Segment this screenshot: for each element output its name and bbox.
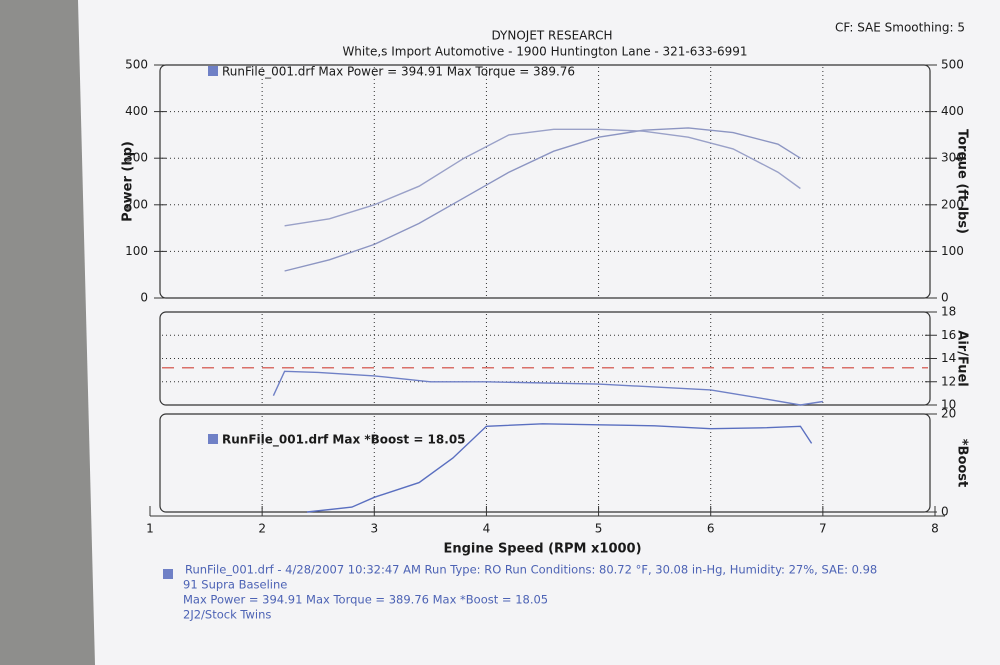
legend-annotation: RunFile_001.drf Max *Boost = 18.05 [222, 433, 466, 448]
y-tick-label: 20 [941, 407, 956, 421]
plot-frame [159, 413, 931, 513]
x-tick-label: 8 [931, 522, 939, 536]
y-axis-label: Power (hp) [121, 141, 136, 222]
footer-line: RunFile_001.drf - 4/28/2007 10:32:47 AM … [185, 563, 877, 577]
x-tick-label: 6 [707, 522, 715, 536]
y-tick-label: 400 [941, 104, 964, 118]
y-tick-label: 12 [941, 374, 956, 388]
y-tick-label: 300 [941, 151, 964, 165]
x-tick-label: 2 [258, 522, 266, 536]
legend-annotation: RunFile_001.drf Max Power = 394.91 Max T… [222, 65, 575, 79]
y-tick-label: 400 [125, 104, 148, 118]
y-tick-label: 0 [140, 291, 148, 305]
y-tick-label: 0 [941, 291, 949, 305]
y-tick-label: 500 [125, 58, 148, 72]
y2-axis-label: Torque (ft-lbs) [955, 129, 970, 234]
y2-axis-label: Air/Fuel [955, 330, 970, 386]
y-tick-label: 500 [941, 58, 964, 72]
header-settings: CF: SAE Smoothing: 5 [835, 21, 965, 35]
y-tick-label: 100 [941, 244, 964, 258]
y-tick-label: 200 [125, 197, 148, 211]
y-tick-label: 100 [125, 244, 148, 258]
y-tick-label: 0 [941, 505, 949, 519]
paper [78, 0, 1000, 665]
y-tick-label: 18 [941, 305, 956, 319]
y-tick-label: 200 [941, 197, 964, 211]
y2-axis-label: *Boost [955, 439, 970, 488]
y-tick-label: 16 [941, 328, 956, 342]
footer-line: 2J2/Stock Twins [183, 608, 271, 622]
data-line [284, 128, 801, 227]
x-tick-label: 3 [370, 522, 378, 536]
legend-icon [208, 66, 218, 76]
plot-frame [159, 64, 931, 299]
x-tick-label: 5 [595, 522, 603, 536]
y-tick-label: 14 [941, 351, 956, 365]
data-line [306, 423, 813, 513]
data-line [284, 127, 801, 272]
header-subtitle: White,s Import Automotive - 1900 Hunting… [342, 45, 747, 59]
y-tick-label: 300 [125, 151, 148, 165]
x-tick-label: 7 [819, 522, 827, 536]
x-tick-label: 1 [146, 522, 154, 536]
footer-line: 91 Supra Baseline [183, 578, 287, 592]
legend-icon [208, 434, 218, 444]
data-line [272, 370, 824, 406]
header-title: DYNOJET RESEARCH [491, 29, 612, 43]
y-tick-label: 10 [941, 398, 956, 412]
x-tick-label: 4 [483, 522, 491, 536]
footer-line: Max Power = 394.91 Max Torque = 389.76 M… [183, 593, 548, 607]
run-icon [163, 569, 173, 579]
x-axis-label: Engine Speed (RPM x1000) [443, 542, 641, 557]
